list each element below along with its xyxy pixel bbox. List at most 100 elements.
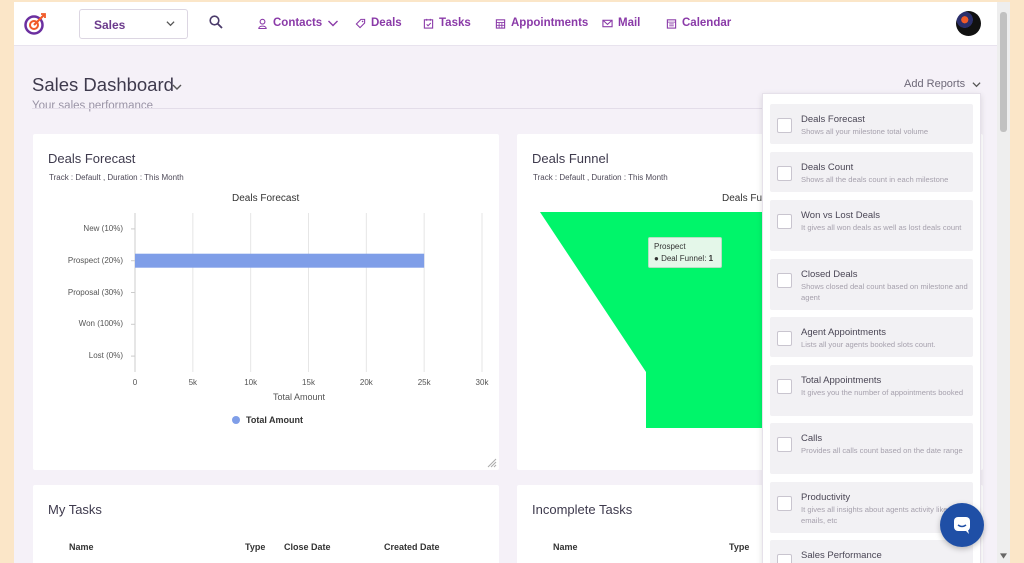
report-option[interactable]: Total Appointments It gives you the numbe… <box>770 365 973 416</box>
chevron-down-icon[interactable] <box>172 82 182 92</box>
report-description: Provides all calls count based on the da… <box>801 446 963 455</box>
tooltip-value: ● Deal Funnel: 1 <box>654 254 714 263</box>
table-header[interactable]: Close Date <box>284 542 331 552</box>
report-checkbox[interactable] <box>777 331 792 346</box>
y-tick-label: Proposal (30%) <box>67 287 123 297</box>
report-option[interactable]: Agent Appointments Lists all your agents … <box>770 317 973 357</box>
report-name: Deals Forecast <box>801 114 865 125</box>
report-option[interactable]: Won vs Lost Deals It gives all won deals … <box>770 200 973 251</box>
report-option[interactable]: Deals Count Shows all the deals count in … <box>770 152 973 192</box>
module-select[interactable]: Sales <box>79 9 188 39</box>
table-header[interactable]: Name <box>553 542 578 552</box>
app-frame: Sales Contacts Deals Tasks Appointments <box>14 2 997 563</box>
card-meta: Track : Default , Duration : This Month <box>49 173 184 182</box>
calendar-icon <box>666 18 677 29</box>
report-checkbox[interactable] <box>777 118 792 133</box>
header-divider <box>32 108 772 109</box>
tooltip-title: Prospect <box>654 242 686 251</box>
nav-appointments[interactable]: Appointments <box>495 17 588 29</box>
chat-icon <box>954 517 970 534</box>
page-scrollbar[interactable] <box>997 2 1010 563</box>
avatar[interactable] <box>956 11 981 36</box>
report-option[interactable]: Sales Performance <box>770 540 973 563</box>
nav-calendar-label: Calendar <box>682 17 732 29</box>
report-description: Lists all your agents booked slots count… <box>801 340 936 349</box>
report-name: Calls <box>801 433 823 444</box>
table-header[interactable]: Name <box>69 542 94 552</box>
nav-mail[interactable]: Mail <box>602 17 640 29</box>
report-checkbox[interactable] <box>777 496 792 511</box>
funnel-tooltip: Prospect ● Deal Funnel: 1 <box>648 237 722 268</box>
report-checkbox[interactable] <box>777 437 792 452</box>
y-tick-label: Lost (0%) <box>88 351 123 361</box>
report-name: Agent Appointments <box>801 327 887 338</box>
x-tick-label: 10k <box>244 378 258 387</box>
x-tick-label: 30k <box>475 378 489 387</box>
calendar-grid-icon <box>495 18 506 29</box>
chevron-down-icon <box>328 20 339 27</box>
tooltip-number: 1 <box>708 254 714 263</box>
x-tick-label: 5k <box>188 378 198 387</box>
deals-forecast-chart <box>131 213 483 372</box>
resize-handle-icon[interactable] <box>485 456 497 468</box>
report-name: Total Appointments <box>801 375 882 386</box>
nav-tasks[interactable]: Tasks <box>423 17 471 29</box>
report-checkbox[interactable] <box>777 379 792 394</box>
x-tick-label: 0 <box>132 378 138 387</box>
nav-tasks-label: Tasks <box>439 17 471 29</box>
nav-deals[interactable]: Deals <box>355 17 402 29</box>
report-checkbox[interactable] <box>777 214 792 229</box>
page-subtitle: Your sales performance <box>32 100 154 112</box>
report-option[interactable]: Deals Forecast Shows all your milestone t… <box>770 104 973 144</box>
nav-calendar[interactable]: Calendar <box>666 17 731 29</box>
task-icon <box>423 18 434 29</box>
report-description: It gives all won deals as well as lost d… <box>801 223 962 232</box>
app-logo-icon[interactable] <box>23 12 47 36</box>
card-title: My Tasks <box>48 502 102 517</box>
nav-contacts[interactable]: Contacts <box>257 17 339 29</box>
module-select-value: Sales <box>94 18 126 32</box>
report-checkbox[interactable] <box>777 554 792 563</box>
chart-legend[interactable]: Total Amount <box>232 415 303 425</box>
nav-contacts-label: Contacts <box>273 17 323 29</box>
card-title: Deals Funnel <box>532 151 609 166</box>
page-title: Sales Dashboard <box>32 74 174 95</box>
table-header[interactable]: Created Date <box>384 542 440 552</box>
scrollbar-thumb[interactable] <box>1000 12 1007 132</box>
report-option[interactable]: Productivity It gives all insights about … <box>770 482 973 533</box>
report-checkbox[interactable] <box>777 273 792 288</box>
report-name: Closed Deals <box>801 269 858 280</box>
y-tick-label: Won (100%) <box>78 319 123 329</box>
nav-appointments-label: Appointments <box>511 17 589 29</box>
report-checkbox[interactable] <box>777 166 792 181</box>
legend-dot <box>232 416 240 424</box>
x-tick-label: 20k <box>359 378 373 387</box>
report-name: Deals Count <box>801 162 854 173</box>
bar[interactable] <box>135 253 425 268</box>
add-reports-label: Add Reports <box>904 78 966 90</box>
chevron-down-icon <box>166 21 175 27</box>
chart-title: Deals Forecast <box>232 193 300 204</box>
scroll-down-arrow-icon[interactable] <box>1000 553 1007 559</box>
legend-label: Total Amount <box>246 415 303 425</box>
search-icon[interactable] <box>209 15 223 29</box>
report-name: Won vs Lost Deals <box>801 210 881 221</box>
nav-deals-label: Deals <box>371 17 402 29</box>
report-description: It gives you the number of appointments … <box>801 388 964 397</box>
tooltip-series: Deal Funnel: <box>661 254 707 263</box>
report-option[interactable]: Calls Provides all calls count based on t… <box>770 423 973 474</box>
card-meta: Track : Default , Duration : This Month <box>533 173 668 182</box>
table-header[interactable]: Type <box>245 542 266 552</box>
y-tick-label: New (10%) <box>83 223 123 233</box>
chevron-down-icon <box>972 81 981 87</box>
report-description: It gives all insights about agents activ… <box>801 505 967 525</box>
add-reports-button[interactable]: Add Reports <box>904 78 981 90</box>
my-tasks-card: My Tasks Name Type Close Date Created Da… <box>33 485 499 563</box>
table-header[interactable]: Type <box>729 542 750 552</box>
chart-title: Deals Fu <box>722 193 763 204</box>
user-icon <box>258 18 267 29</box>
report-option[interactable]: Closed Deals Shows closed deal count base… <box>770 259 973 310</box>
chat-widget-button[interactable] <box>940 503 984 547</box>
mail-icon <box>602 19 613 27</box>
report-name: Productivity <box>801 492 851 503</box>
